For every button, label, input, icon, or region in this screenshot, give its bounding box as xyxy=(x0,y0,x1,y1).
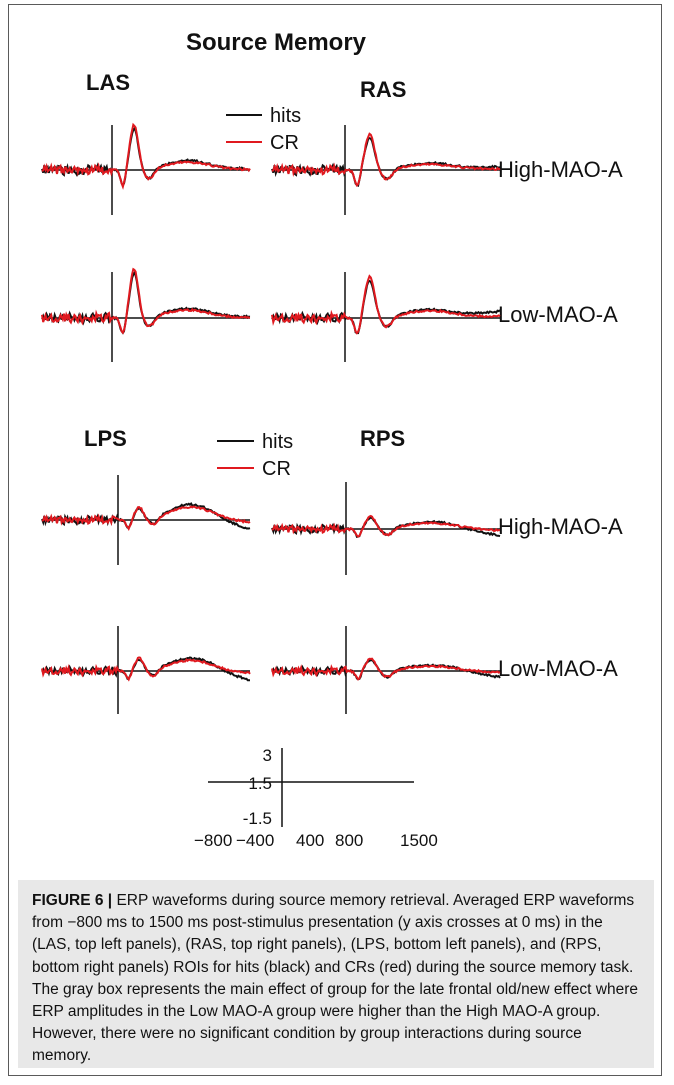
cr-trace xyxy=(41,122,251,190)
y-tick-label: 3 xyxy=(263,746,272,765)
waveform-panel-ras-high xyxy=(271,125,501,215)
panel-label-lps: LPS xyxy=(84,426,127,451)
legend-top: hits CR xyxy=(226,105,301,154)
waveform-panel-rps-low xyxy=(271,626,501,714)
group-label-low-ant: Low-MAO-A xyxy=(498,302,618,327)
x-tick-label: 800 xyxy=(335,831,363,850)
x-tick-label: −800 xyxy=(194,831,232,850)
panel-label-rps: RPS xyxy=(360,426,405,451)
scale-axes: 3 1.5 -1.5 −800 −400 400 800 1500 xyxy=(194,746,438,850)
cr-trace xyxy=(41,505,251,531)
legend-label-hits: hits xyxy=(262,431,293,453)
group-label-low-post: Low-MAO-A xyxy=(498,656,618,681)
x-tick-label: 400 xyxy=(296,831,324,850)
hits-trace xyxy=(271,279,501,335)
figure-caption: FIGURE 6 | ERP waveforms during source m… xyxy=(18,880,654,1068)
legend-label-cr: CR xyxy=(262,458,291,480)
waveform-panel-las-low xyxy=(41,267,251,362)
waveform-panel-ras-low xyxy=(271,272,501,362)
cr-trace xyxy=(271,657,501,681)
cr-trace xyxy=(41,656,251,682)
cr-trace xyxy=(271,274,501,335)
caption-text: ERP waveforms during source memory retri… xyxy=(32,892,638,1065)
group-label-high-post: High-MAO-A xyxy=(498,514,623,539)
panel-label-ras: RAS xyxy=(360,77,406,102)
x-tick-label: 1500 xyxy=(400,831,438,850)
cr-trace xyxy=(271,514,500,538)
y-tick-label: -1.5 xyxy=(243,809,272,828)
cr-trace xyxy=(41,267,251,335)
panel-label-las: LAS xyxy=(86,70,130,95)
caption-label: FIGURE 6 | xyxy=(32,892,113,909)
erp-figure: Source Memory LAS RAS LPS RPS hits CR hi… xyxy=(41,29,623,850)
legend-label-hits: hits xyxy=(270,105,301,127)
figure-title: Source Memory xyxy=(186,29,367,56)
y-tick-label: 1.5 xyxy=(248,774,272,793)
legend-bottom: hits CR xyxy=(217,431,293,480)
x-tick-label: −400 xyxy=(236,831,274,850)
waveform-panel-rps-high xyxy=(271,482,501,575)
waveform-panel-lps-high xyxy=(41,475,251,565)
waveform-panel-lps-low xyxy=(41,626,251,714)
waveform-panel-las-high xyxy=(41,122,251,215)
cr-trace xyxy=(271,132,501,187)
legend-label-cr: CR xyxy=(270,132,299,154)
group-label-high-ant: High-MAO-A xyxy=(498,157,623,182)
